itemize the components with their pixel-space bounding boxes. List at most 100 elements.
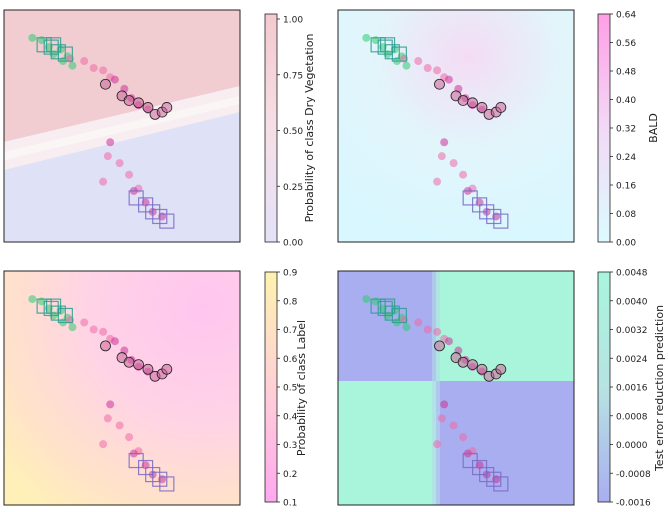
scatter-point — [476, 363, 488, 375]
colorbar-tick-label: 0.00 — [283, 239, 303, 249]
colorbar-label-top-right: BALD — [647, 113, 660, 143]
scatter-point — [402, 323, 411, 332]
scatter-square — [391, 46, 407, 62]
colorbar-tick-label: 0.8 — [283, 297, 298, 307]
scatter-square — [493, 213, 509, 229]
scatter-point — [133, 359, 144, 371]
colorbar-tick-label: 0.00 — [616, 239, 636, 249]
scatter-point — [467, 97, 478, 109]
colorbar-tick-label: 1.00 — [283, 16, 303, 26]
colorbar-tick-label: 0.75 — [283, 71, 303, 81]
scatter-point — [103, 152, 112, 161]
colorbar-top-left: 0.00 0.25 0.50 0.75 1.00 Probability of clas… — [264, 13, 316, 249]
colorbar-tick-label: 0.08 — [616, 210, 636, 220]
scatter-point — [80, 318, 89, 327]
scatter-point — [459, 433, 468, 442]
scatter-point — [99, 66, 108, 75]
scatter-point — [495, 102, 507, 113]
scatter-point — [100, 340, 111, 352]
scatter-point — [133, 97, 144, 109]
colorbar-tick-label: 0.9 — [283, 269, 298, 279]
scatter-point — [437, 414, 446, 423]
scatter-square — [45, 298, 62, 314]
colorbar-label-top-left: Probability of class Dry Vegetation — [303, 34, 316, 223]
scatter-point — [161, 363, 173, 375]
scatter-point — [476, 102, 488, 113]
scatter-square — [391, 307, 407, 324]
scatter-square — [57, 46, 73, 62]
scatter-point — [440, 138, 449, 147]
colorbar-tick-label: 0.4 — [283, 412, 298, 422]
colorbar-tick-label: 0.40 — [616, 96, 636, 106]
colorbar-tick-label: 0.1 — [283, 499, 297, 509]
scatter-point — [125, 433, 134, 442]
scatter-square — [379, 37, 396, 53]
scatter-point — [423, 325, 432, 334]
colorbar-tick-label: -0.0008 — [616, 470, 651, 480]
colorbar-tick-label: 0.0008 — [616, 412, 648, 422]
scatter-point — [434, 340, 445, 352]
scatter-point — [103, 414, 112, 423]
scatter-point — [467, 359, 478, 371]
colorbar-tick-label: 0.3 — [283, 441, 297, 451]
colorbar-tick-label: 0.64 — [616, 11, 636, 21]
scatter-point — [80, 57, 89, 66]
scatter-point — [110, 337, 119, 346]
scatter-point — [437, 152, 446, 161]
colorbar-label-bottom-left: Probability of class Label — [295, 320, 308, 456]
panel-bottom-left — [3, 270, 241, 506]
colorbar-tick-label: 0.2 — [283, 470, 297, 480]
scatter-point — [444, 75, 453, 84]
scatter-point — [110, 75, 119, 84]
scatter-point — [106, 400, 115, 409]
scatter-point — [423, 64, 432, 72]
colorbar-tick-label: 0.56 — [616, 39, 636, 49]
scatter-point — [440, 400, 449, 409]
scatter-square — [159, 476, 175, 492]
scatter-point — [89, 64, 98, 72]
colorbar-label-bottom-right: Test error reduction prediction — [653, 305, 666, 472]
colorbar-tick-label: 0.7 — [283, 326, 297, 336]
scatter-point — [28, 295, 37, 304]
scatter-point — [414, 318, 423, 327]
scatter-point — [459, 170, 468, 179]
scatter-point — [362, 33, 371, 42]
scatter-point — [100, 78, 111, 90]
scatter-point — [123, 95, 135, 106]
colorbar-tick-label: 0.16 — [616, 182, 636, 192]
scatter-square — [45, 37, 62, 53]
scatter-point — [123, 356, 135, 368]
scatter-point — [414, 57, 423, 66]
scatter-point — [161, 102, 173, 113]
colorbar-tick-label: 0.0048 — [616, 269, 648, 279]
scatter-point — [433, 327, 442, 336]
colorbar-tick-label: 0.0000 — [616, 441, 648, 451]
colorbar-tick-label: 0.24 — [616, 153, 636, 163]
scatter-point — [125, 170, 134, 179]
colorbar-tick-label: 0.0024 — [616, 355, 648, 365]
scatter-point — [89, 325, 98, 334]
scatter-square — [493, 476, 509, 492]
colorbar-tick-label: 0.0040 — [616, 297, 648, 307]
scatter-point — [99, 327, 108, 336]
scatter-point — [433, 66, 442, 75]
scatter-point — [434, 78, 445, 90]
colorbar-tick-label: 0.6 — [283, 355, 298, 365]
scatter-point — [142, 363, 154, 375]
scatter-square — [159, 213, 175, 229]
colorbar-tick-label: 0.48 — [616, 68, 636, 78]
scatter-point — [28, 33, 37, 42]
scatter-point — [115, 421, 124, 430]
panel-top-right — [337, 9, 575, 243]
scatter-point — [68, 323, 77, 332]
scatter-point — [444, 337, 453, 346]
colorbar-tick-label: 0.0032 — [616, 326, 648, 336]
scatter-point — [68, 61, 77, 70]
scatter-point — [449, 159, 458, 168]
colorbar-tick-label: 0.25 — [283, 183, 303, 193]
scatter-point — [495, 363, 507, 375]
scatter-point — [115, 159, 124, 168]
scatter-point — [433, 440, 442, 449]
scatter-point — [99, 177, 108, 186]
